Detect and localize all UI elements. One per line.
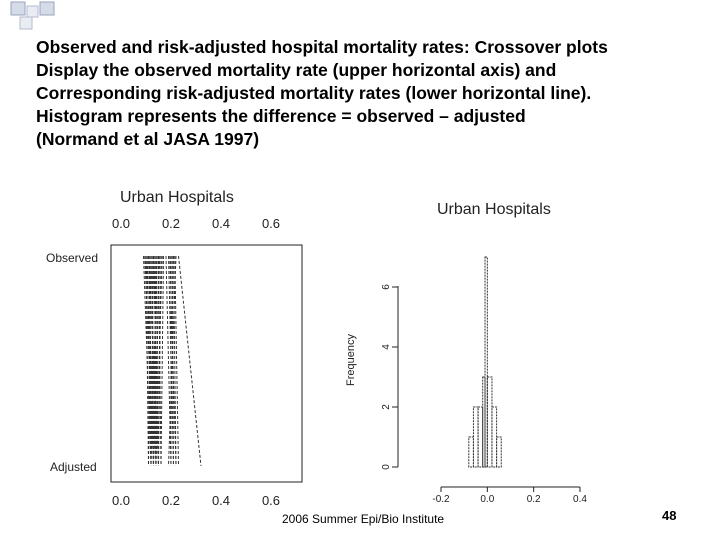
top-axis-ticks: 0.0 0.2 0.4 0.6 — [112, 216, 280, 231]
crossover-segment — [150, 255, 158, 467]
histogram-y-ticks: 0 2 4 6 — [381, 284, 398, 470]
x-tick-label: 0.4 — [573, 494, 587, 505]
histogram-bar — [477, 406, 484, 468]
crossover-segment — [173, 255, 177, 467]
adjusted-label: Adjusted — [50, 460, 97, 474]
y-tick-label: 4 — [381, 344, 392, 350]
x-tick-label: -0.2 — [432, 494, 450, 505]
crossover-segment — [150, 255, 157, 467]
histogram-bar — [496, 436, 502, 468]
crossover-segment — [145, 255, 149, 467]
crossover-segments — [143, 255, 202, 467]
crossover-segment — [153, 255, 161, 467]
bottom-axis-ticks: 0.0 0.2 0.4 0.6 — [112, 493, 280, 508]
y-tick-label: 6 — [381, 284, 392, 290]
crossover-segment — [171, 255, 174, 467]
histogram-bar — [491, 406, 498, 468]
histogram-bar — [486, 376, 493, 468]
crossover-segment — [153, 255, 157, 467]
crossover-frame — [110, 244, 303, 483]
corner-square — [39, 1, 55, 16]
slide-footer: 2006 Summer Epi/Bio Institute — [282, 512, 445, 526]
histogram-ylabel: Frequency — [345, 334, 357, 386]
title-line: (Normand et al JASA 1997) — [36, 129, 260, 149]
crossover-segment — [150, 255, 154, 467]
crossover-segment — [174, 255, 179, 467]
title-line: Histogram represents the difference = ob… — [36, 106, 526, 126]
corner-square — [19, 16, 33, 30]
crossover-segment — [158, 255, 162, 467]
crossover-title: Urban Hospitals — [120, 189, 234, 206]
crossover-segment — [151, 255, 154, 467]
histogram-x-ticks: -0.2 0.0 0.2 0.4 — [432, 487, 587, 505]
y-tick-label: 0 — [381, 464, 392, 470]
y-tick-label: 2 — [381, 404, 392, 410]
x-tick-label: 0.2 — [527, 494, 541, 505]
bottom-tick-label: 0.0 — [112, 493, 130, 508]
crossover-segment — [155, 255, 159, 467]
title-line: Corresponding risk-adjusted mortality ra… — [36, 83, 592, 103]
bottom-tick-label: 0.4 — [212, 493, 230, 508]
crossover-segment — [155, 255, 163, 467]
top-tick-label: 0.0 — [112, 216, 130, 231]
crossover-segment — [160, 255, 164, 467]
histogram-bar — [468, 436, 474, 468]
title-line: Observed and risk-adjusted hospital mort… — [36, 37, 608, 57]
top-tick-label: 0.6 — [262, 216, 280, 231]
observed-label: Observed — [46, 251, 98, 265]
bottom-tick-label: 0.2 — [162, 493, 180, 508]
crossover-segment — [178, 255, 202, 467]
crossover-segment — [149, 255, 152, 467]
corner-square — [10, 1, 26, 16]
histogram-bar — [472, 406, 479, 468]
page-number: 48 — [662, 508, 677, 523]
slide-title: Observed and risk-adjusted hospital mort… — [36, 36, 706, 151]
crossover-segment — [148, 255, 152, 467]
histogram-bars — [468, 256, 502, 468]
crossover-segment — [154, 255, 157, 467]
corner-squares-decoration — [10, 1, 55, 30]
top-tick-label: 0.2 — [162, 216, 180, 231]
histogram-title: Urban Hospitals — [437, 201, 551, 218]
crossover-segment — [168, 255, 177, 467]
crossover-segment — [148, 255, 154, 467]
histogram-bar — [484, 256, 488, 468]
top-tick-label: 0.4 — [212, 216, 230, 231]
histogram-bar — [482, 376, 486, 468]
bottom-tick-label: 0.6 — [262, 493, 280, 508]
title-line: Display the observed mortality rate (upp… — [36, 60, 557, 80]
x-tick-label: 0.0 — [480, 494, 494, 505]
